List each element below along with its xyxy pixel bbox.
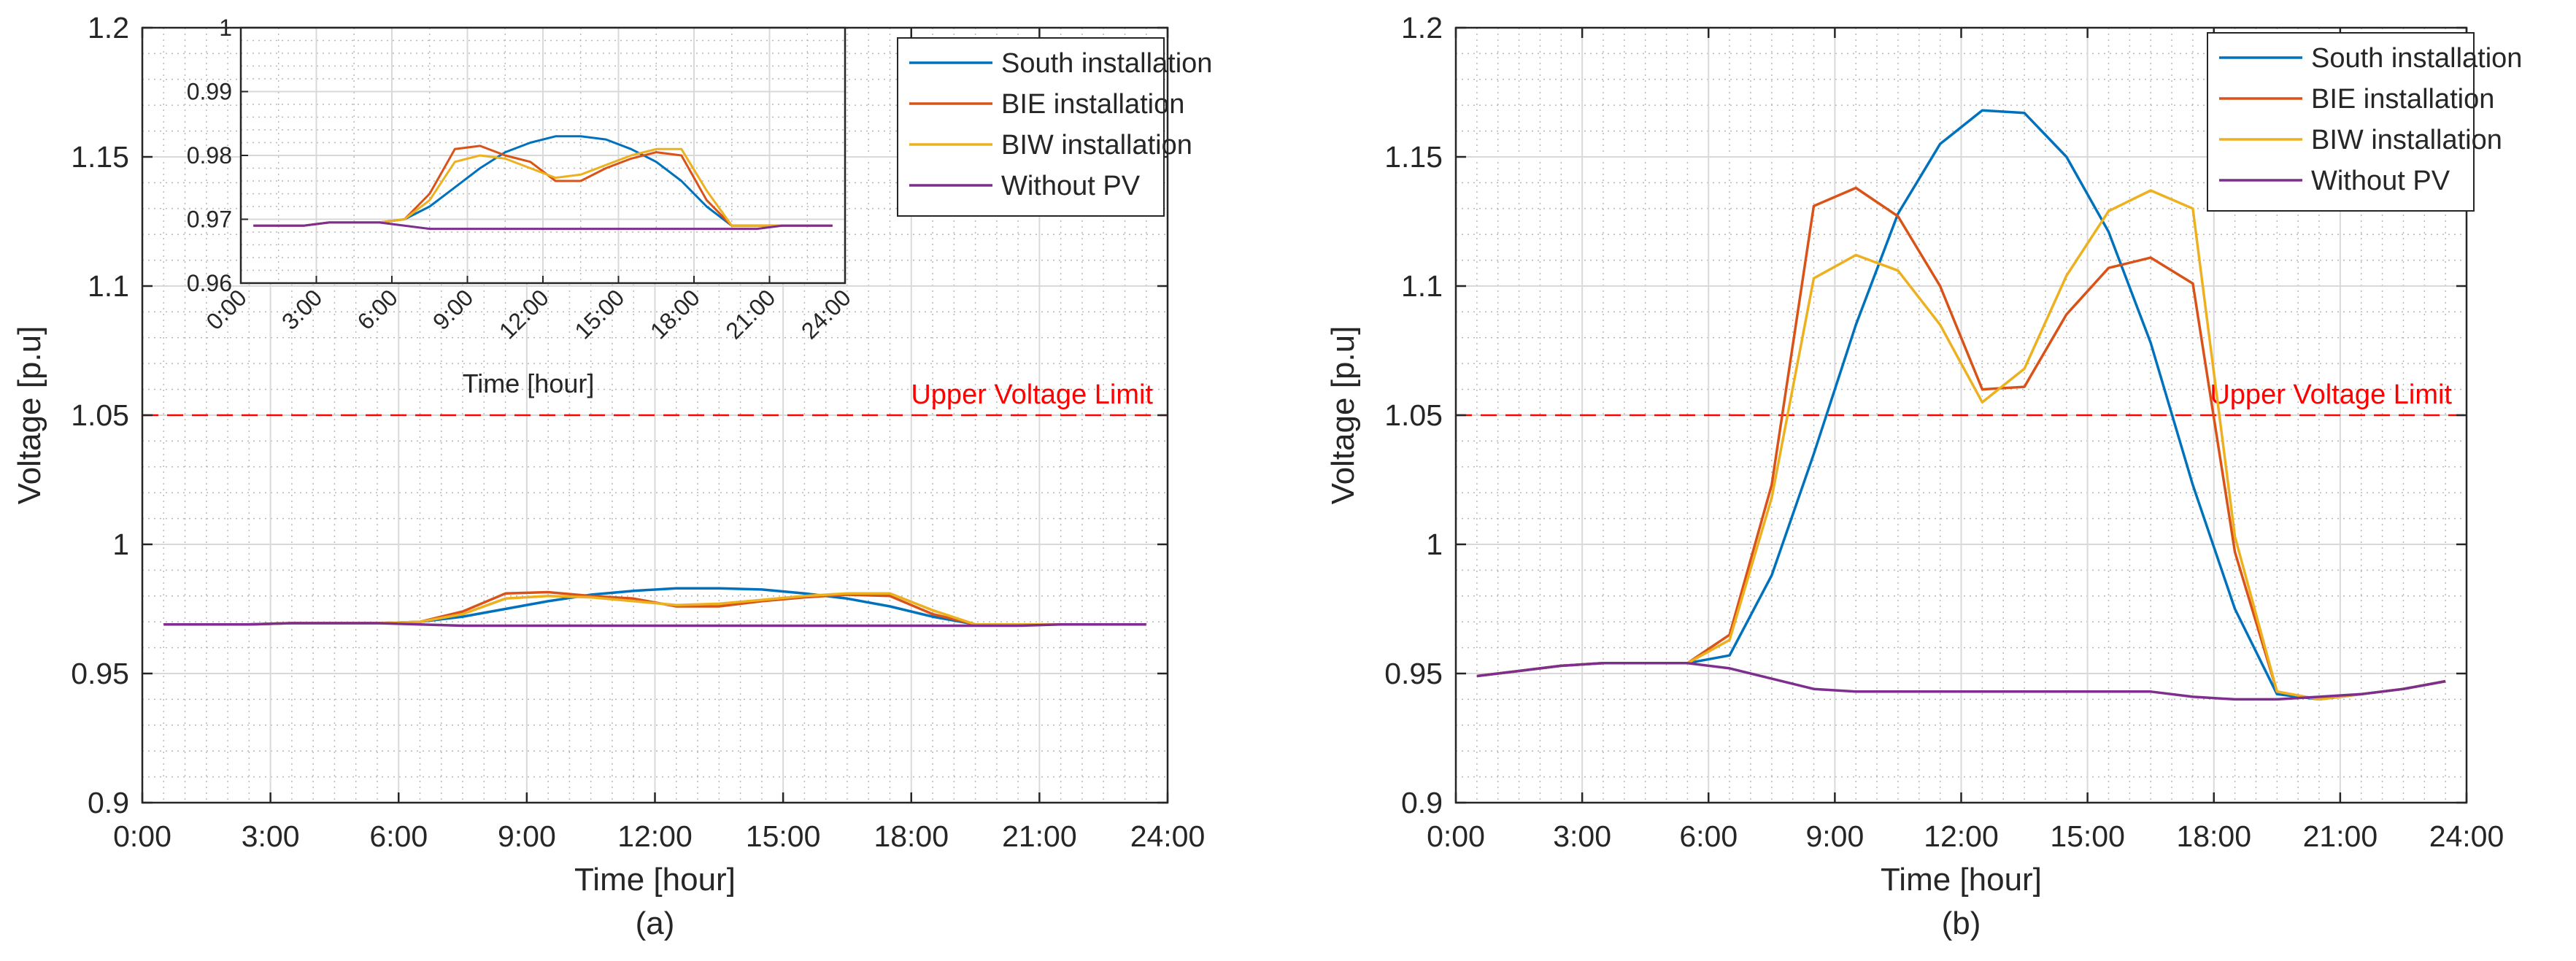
x-tick-label-b: 21:00 <box>2303 819 2378 853</box>
panel-label-b: (b) <box>1942 906 1981 941</box>
legend-text-south-b: South installation <box>2311 43 2522 74</box>
legend-entry-biw-b: BIW installation <box>2219 125 2502 155</box>
series-a <box>163 587 1146 628</box>
legend-entry-south-a: South installation <box>909 48 1212 79</box>
legend-text-bie-a: BIE installation <box>1001 89 1184 120</box>
y-tick-label-b: 0.9 <box>1401 786 1443 819</box>
inset-y-tick-label: 1 <box>219 15 232 41</box>
x-tick-label-a: 21:00 <box>1002 819 1077 853</box>
legend-entry-bie-b: BIE installation <box>2219 84 2494 115</box>
inset-x-axis-label: Time [hour] <box>463 368 595 398</box>
x-tick-label-a: 9:00 <box>498 819 556 853</box>
x-tick-label-b: 24:00 <box>2429 819 2504 853</box>
y-axis-label-a: Voltage [p.u] <box>12 326 47 505</box>
legend-entry-biw-a: BIW installation <box>909 130 1192 161</box>
legend-entry-without-b: Without PV <box>2219 166 2450 196</box>
inset-series <box>253 135 833 231</box>
inset-y-tick-label: 0.96 <box>187 270 232 296</box>
legend-a: South installation BIE installation BIW … <box>897 37 1212 217</box>
series-b <box>1476 109 2446 701</box>
ticks-a: 0:00 3:00 6:00 9:00 12:00 15:00 18:00 21:00 24:0… <box>71 11 1205 853</box>
legend-entry-bie-a: BIE installation <box>909 89 1184 120</box>
chart-panel-b: Upper Voltage Limit 0:00 3:00 6:00 9:00 12:0… <box>1325 11 2522 941</box>
x-tick-label-b: 15:00 <box>2050 819 2125 853</box>
legend-text-without-b: Without PV <box>2311 166 2450 196</box>
y-tick-label-a: 1 <box>112 528 129 561</box>
legend-b: South installation BIE installation BIW … <box>2207 32 2522 212</box>
y-tick-label-a: 1.05 <box>71 398 129 432</box>
y-tick-label-b: 1.2 <box>1401 11 1443 45</box>
x-tick-label-a: 3:00 <box>242 819 300 853</box>
y-tick-label-b: 1 <box>1426 528 1443 561</box>
upper-voltage-limit-label-b: Upper Voltage Limit <box>2210 379 2452 410</box>
upper-limit-b: Upper Voltage Limit <box>1456 379 2467 417</box>
inset-y-tick-label: 0.98 <box>187 142 232 169</box>
x-axis-label-b: Time [hour] <box>1881 862 2042 898</box>
legend-text-south-a: South installation <box>1001 48 1212 79</box>
legend-text-bie-b: BIE installation <box>2311 84 2494 115</box>
inset-y-tick-label: 0.97 <box>187 207 232 233</box>
y-tick-label-a: 1.2 <box>88 11 129 45</box>
legend-entry-south-b: South installation <box>2219 43 2522 74</box>
x-tick-label-a: 6:00 <box>369 819 428 853</box>
y-tick-label-b: 0.95 <box>1384 657 1443 690</box>
x-tick-label-b: 18:00 <box>2176 819 2251 853</box>
upper-limit-a: Upper Voltage Limit <box>142 379 1168 417</box>
inset-grid <box>240 27 846 284</box>
legend-text-without-a: Without PV <box>1001 171 1141 201</box>
x-axis-label-a: Time [hour] <box>574 862 736 898</box>
y-tick-label-a: 1.1 <box>88 269 129 303</box>
x-tick-label-b: 6:00 <box>1679 819 1738 853</box>
inset-series-line-without <box>253 221 833 231</box>
x-tick-label-a: 15:00 <box>746 819 821 853</box>
x-tick-label-a: 12:00 <box>617 819 693 853</box>
y-tick-label-a: 0.9 <box>88 786 129 819</box>
legend-text-biw-a: BIW installation <box>1001 130 1192 161</box>
x-tick-label-b: 12:00 <box>1924 819 1999 853</box>
legend-text-biw-b: BIW installation <box>2311 125 2502 155</box>
y-tick-label-b: 1.05 <box>1384 398 1443 432</box>
y-tick-label-b: 1.1 <box>1401 269 1443 303</box>
x-tick-label-a: 18:00 <box>874 819 949 853</box>
y-axis-label-b: Voltage [p.u] <box>1325 326 1361 505</box>
x-tick-label-a: 24:00 <box>1130 819 1206 853</box>
x-tick-label-b: 9:00 <box>1805 819 1864 853</box>
x-tick-label-b: 0:00 <box>1427 819 1485 853</box>
ticks-b: 0:00 3:00 6:00 9:00 12:00 15:00 18:00 21:00 24:0… <box>1384 11 2504 853</box>
y-tick-label-a: 1.15 <box>71 140 129 174</box>
panel-label-a: (a) <box>636 906 675 941</box>
y-tick-label-b: 1.15 <box>1384 140 1443 174</box>
x-tick-label-a: 0:00 <box>113 819 171 853</box>
series-line-without-b <box>1476 662 2446 701</box>
inset-y-tick-label: 0.99 <box>187 79 232 105</box>
upper-voltage-limit-label-a: Upper Voltage Limit <box>911 379 1153 410</box>
series-line-without-a <box>163 622 1146 628</box>
y-tick-label-a: 0.95 <box>71 657 129 690</box>
x-tick-label-b: 3:00 <box>1553 819 1611 853</box>
legend-entry-without-a: Without PV <box>909 171 1141 201</box>
